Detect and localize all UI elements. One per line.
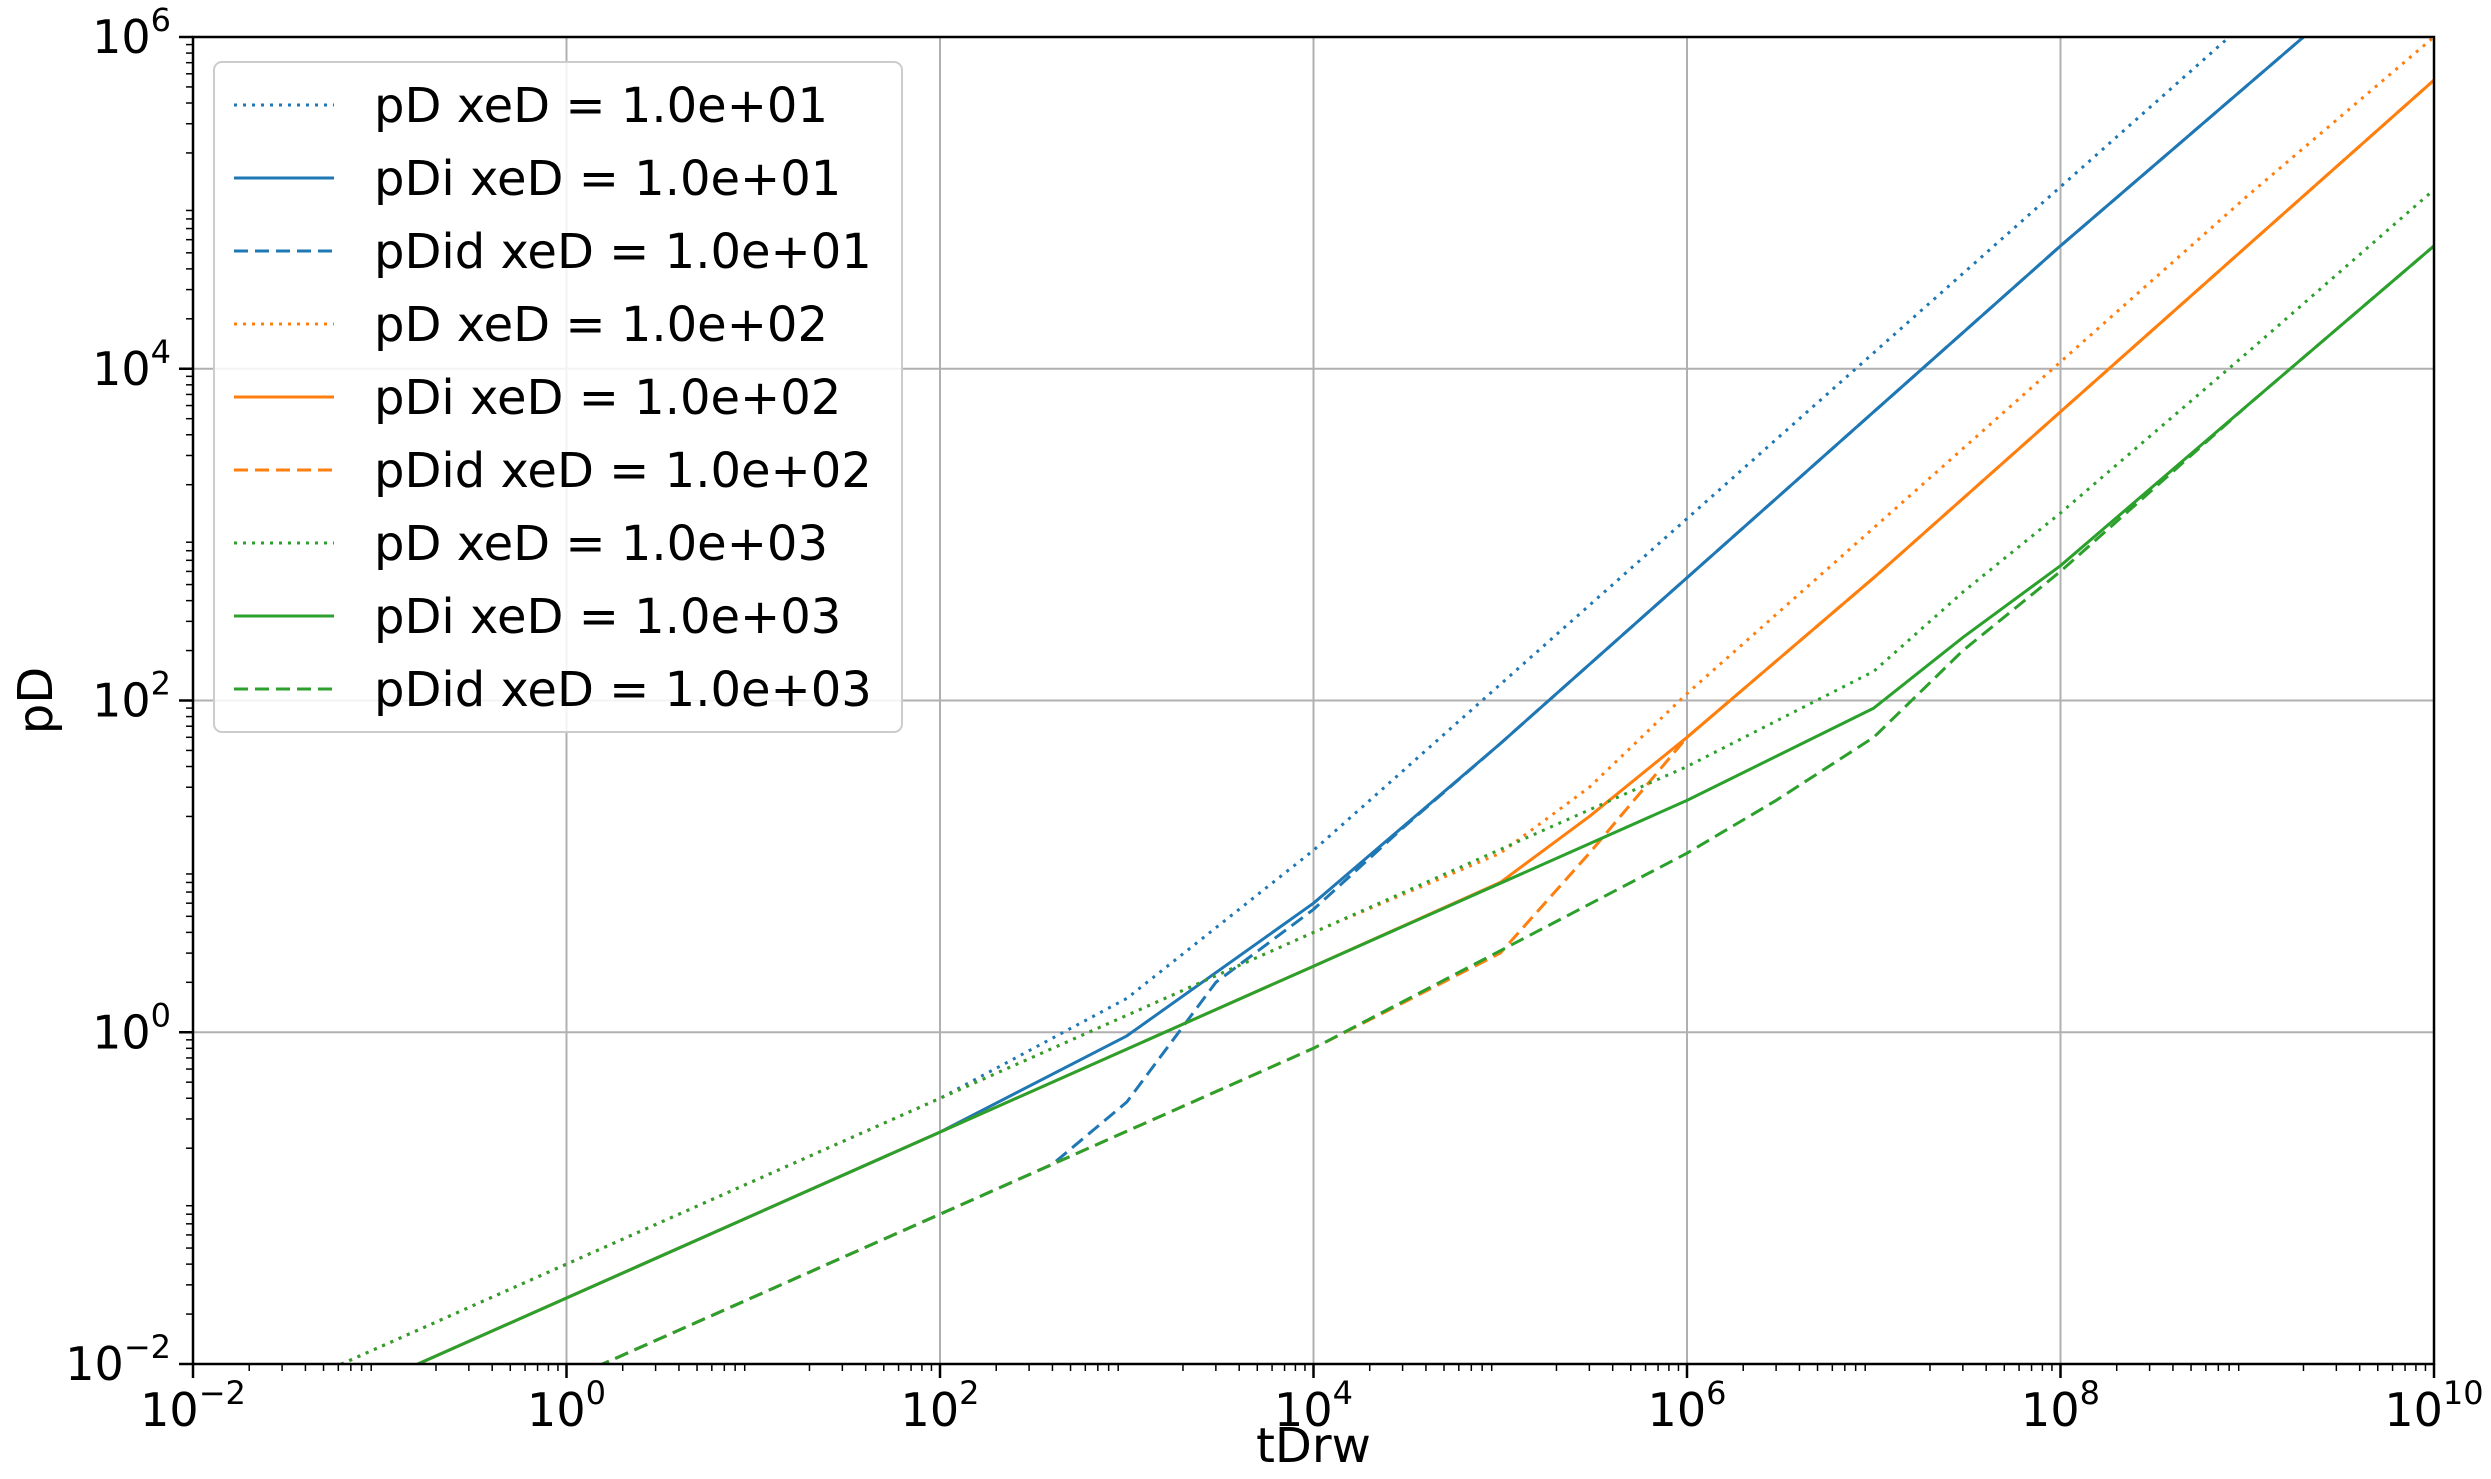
x-tick-label: 1010 [2384, 1374, 2483, 1437]
legend-box [213, 61, 903, 733]
legend-label: pDi xeD = 1.0e+01 [374, 151, 841, 207]
y-tick-label: 106 [92, 1, 171, 64]
x-axis-label: tDrw [1256, 1418, 1371, 1474]
x-tick-label: 10−2 [140, 1374, 246, 1437]
legend-label: pD xeD = 1.0e+03 [374, 516, 828, 572]
y-tick-label: 104 [92, 333, 171, 396]
x-tick-label: 100 [527, 1374, 606, 1437]
series-line-8 [599, 244, 2434, 1364]
series-line-7 [414, 244, 2434, 1364]
legend-label: pDi xeD = 1.0e+03 [374, 589, 841, 645]
series-group [337, 37, 2434, 1364]
legend-label: pD xeD = 1.0e+01 [374, 78, 828, 134]
legend-label: pDi xeD = 1.0e+02 [374, 370, 841, 426]
legend-label: pDid xeD = 1.0e+01 [374, 224, 872, 280]
series-line-5 [599, 78, 2434, 1364]
legend-label: pD xeD = 1.0e+02 [374, 297, 828, 353]
series-line-2 [599, 37, 2305, 1364]
legend-label: pDid xeD = 1.0e+02 [374, 443, 872, 499]
series-line-6 [337, 188, 2434, 1364]
y-tick-label: 102 [92, 665, 171, 728]
legend-label: pDid xeD = 1.0e+03 [374, 662, 872, 718]
y-tick-label: 10−2 [65, 1328, 171, 1391]
x-tick-label: 102 [901, 1374, 980, 1437]
x-tick-label: 104 [1274, 1374, 1353, 1437]
x-tick-label: 106 [1648, 1374, 1727, 1437]
y-tick-label: 100 [92, 996, 171, 1059]
y-axis-label: pD [8, 667, 64, 734]
series-line-3 [337, 37, 2434, 1364]
x-tick-label: 108 [2021, 1374, 2100, 1437]
legend: pD xeD = 1.0e+01 pDi xeD = 1.0e+01 pDid xe… [213, 61, 903, 733]
x-axis-ticks: 10−2 100 102 104 106 108 1010 [140, 1364, 2484, 1437]
y-axis-ticks: 10−2 100 102 104 106 [65, 1, 193, 1391]
